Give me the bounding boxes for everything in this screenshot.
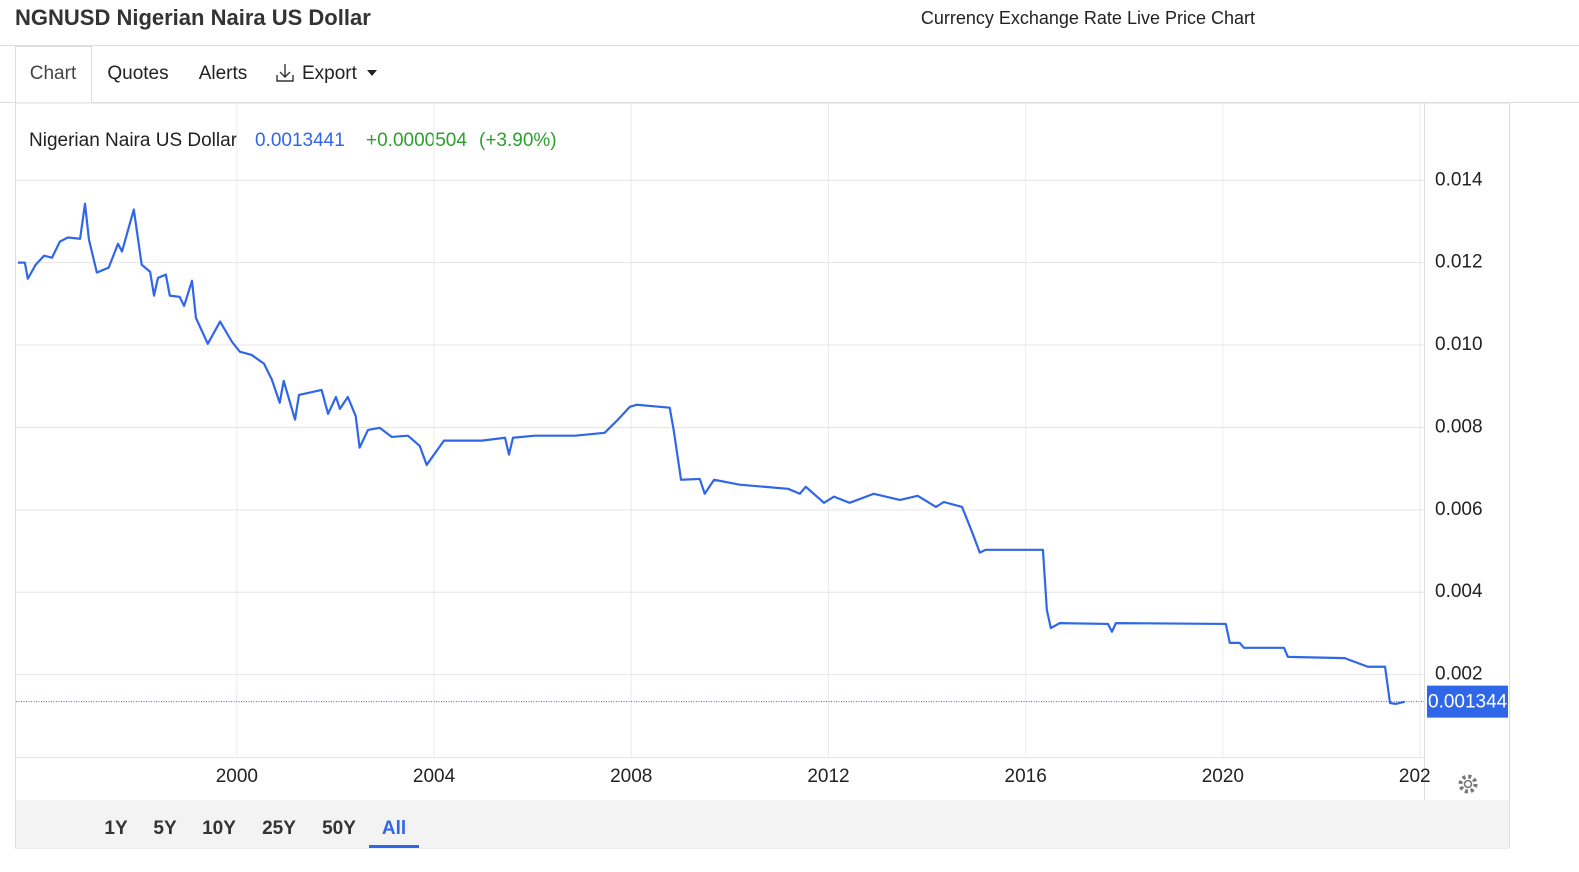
tab-alerts[interactable]: Alerts <box>199 63 248 84</box>
y-tick-label: 0.008 <box>1435 416 1483 437</box>
chart-frame <box>15 102 1510 849</box>
x-tick-label: 2000 <box>216 766 258 787</box>
price-tag <box>1427 685 1508 718</box>
y-tick-label: 0.006 <box>1435 499 1483 520</box>
price-tag-label: 0.001344 <box>1428 692 1508 713</box>
x-tick-label: 2020 <box>1202 766 1244 787</box>
x-tick-label: 2024 <box>1399 766 1442 787</box>
x-axis: 2000 2004 2008 2012 2016 2020 2024 <box>216 766 1442 787</box>
x-tick-label: 2004 <box>413 766 456 787</box>
x-tick-label: 2012 <box>807 766 849 787</box>
y-tick-label: 0.014 <box>1435 169 1483 190</box>
range-1y[interactable]: 1Y <box>104 818 128 839</box>
x-tick-label: 2008 <box>610 766 652 787</box>
settings-icon[interactable] <box>1458 774 1478 794</box>
tab-chart[interactable]: Chart <box>30 63 77 84</box>
page-subtitle: Currency Exchange Rate Live Price Chart <box>921 8 1255 28</box>
y-tick-label: 0.012 <box>1435 252 1483 273</box>
export-caret <box>367 70 377 76</box>
price-line <box>17 202 1406 705</box>
legend-price: 0.0013441 <box>255 130 345 151</box>
legend-change: +0.0000504 <box>366 130 467 151</box>
y-tick-label: 0.010 <box>1435 334 1483 355</box>
range-all-underline <box>369 845 419 848</box>
tab-quotes[interactable]: Quotes <box>107 63 168 84</box>
plot <box>16 202 1424 705</box>
page-title: NGNUSD Nigerian Naira US Dollar <box>15 5 371 30</box>
y-tick-label: 0.004 <box>1435 581 1483 602</box>
y-tick-label: 0.002 <box>1435 664 1483 685</box>
range-25y[interactable]: 25Y <box>262 818 296 839</box>
range-all[interactable]: All <box>382 818 406 839</box>
legend-change-pct: (+3.90%) <box>479 130 557 151</box>
price-tag-group: 0.001344 <box>1427 685 1508 718</box>
range-5y[interactable]: 5Y <box>153 818 177 839</box>
y-axis: 0.002 0.004 0.006 0.008 0.010 0.012 0.014 <box>1435 169 1483 684</box>
grid <box>16 103 1424 757</box>
export-icon <box>276 64 294 82</box>
x-tick-label: 2016 <box>1005 766 1047 787</box>
range-bar <box>16 800 1509 848</box>
active-tab <box>15 46 92 103</box>
tab-export[interactable]: Export <box>302 63 358 84</box>
range-10y[interactable]: 10Y <box>202 818 236 839</box>
range-50y[interactable]: 50Y <box>322 818 356 839</box>
legend-name: Nigerian Naira US Dollar <box>29 130 238 151</box>
